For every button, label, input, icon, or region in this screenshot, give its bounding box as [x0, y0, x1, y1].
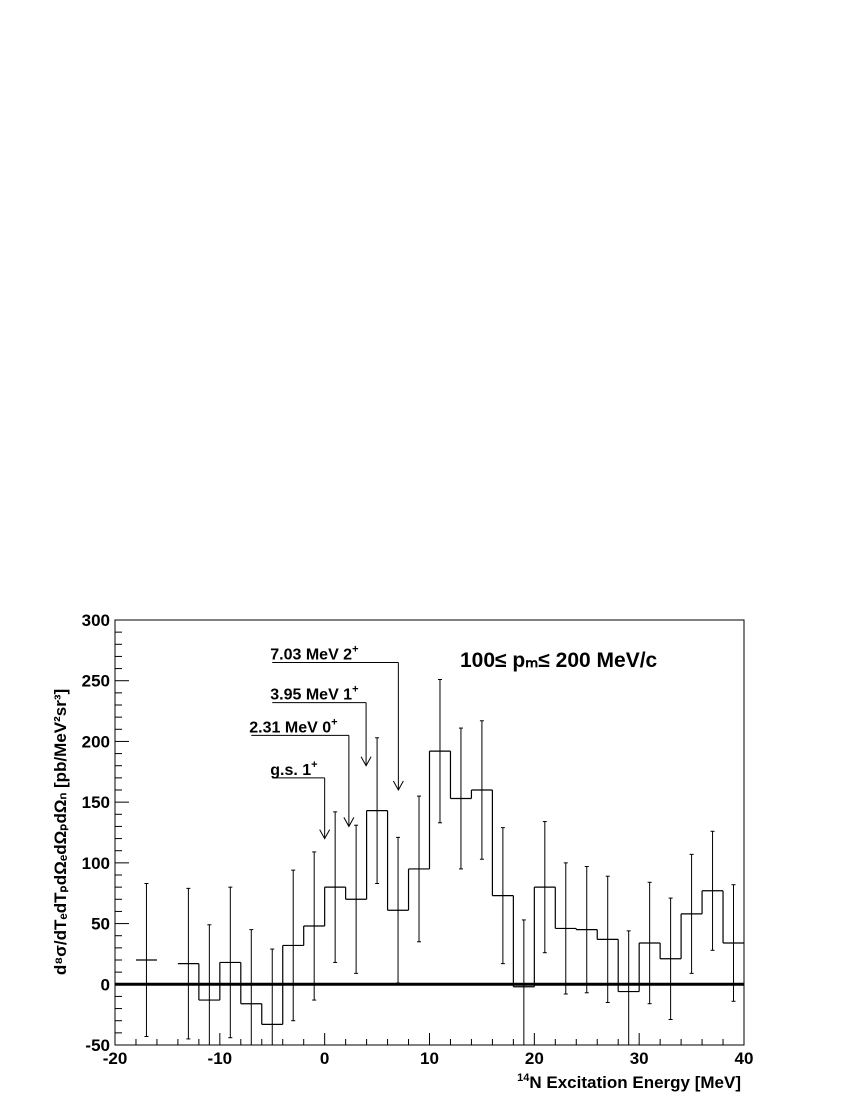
annotation-label: 3.95 MeV 1+	[270, 684, 358, 704]
annotation-label-text: 7.03 MeV 2	[270, 647, 352, 664]
x-tick-label: 0	[320, 1049, 329, 1068]
annotation-label: g.s. 1+	[270, 759, 317, 779]
y-tick-label: 150	[82, 793, 110, 812]
y-tick-label: -50	[85, 1036, 110, 1055]
x-tick-label: 30	[630, 1049, 649, 1068]
x-tick-label: 40	[735, 1049, 754, 1068]
y-axis-title: d⁸σ/dTₑdTₚdΩₑdΩₚdΩₙ [pb/MeV²sr³]	[51, 689, 70, 975]
annotation-label-sup: +	[352, 684, 358, 696]
annotation-label: 7.03 MeV 2+	[270, 644, 358, 664]
y-tick-label: 50	[91, 915, 110, 934]
y-tick-label: 200	[82, 732, 110, 751]
annotation-label-sup: +	[331, 716, 337, 728]
histogram-series	[135, 679, 744, 1045]
annotation-label-sup: +	[311, 759, 317, 771]
x-tick-label: 10	[420, 1049, 439, 1068]
x-axis-title-main: N Excitation Energy [MeV]	[529, 1073, 741, 1092]
axis-ticks: -20 -10 0 10 20 30 40 -50 0 50 100 150 200 250 300	[82, 611, 754, 1068]
annotation-label-sup: +	[352, 644, 358, 656]
y-tick-label: 0	[101, 975, 110, 994]
x-axis-title: 14N Excitation Energy [MeV]	[517, 1072, 741, 1092]
annotation-arrow-head	[319, 829, 331, 840]
annotation-label-text: 3.95 MeV 1	[270, 687, 352, 704]
annotation-arrow-head	[360, 756, 372, 767]
momentum-range-label: 100≤ pₘ≤ 200 MeV/c	[460, 649, 658, 672]
x-tick-label: -10	[208, 1049, 233, 1068]
annotation-label: 2.31 MeV 0+	[249, 716, 337, 736]
y-tick-label: 250	[82, 672, 110, 691]
x-axis-title-sup: 14	[517, 1072, 530, 1084]
annotation-label-text: g.s. 1	[270, 762, 311, 779]
state-annotations: 7.03 MeV 2+3.95 MeV 1+2.31 MeV 0+g.s. 1+	[249, 644, 404, 840]
y-tick-label: 300	[82, 611, 110, 630]
y-tick-label: 100	[82, 854, 110, 873]
annotation-label-text: 2.31 MeV 0	[249, 719, 331, 736]
x-tick-label: 20	[525, 1049, 544, 1068]
annotation-arrow-head	[392, 780, 404, 792]
x-tick-label: -20	[103, 1049, 128, 1068]
annotation-arrow-head	[343, 817, 355, 828]
